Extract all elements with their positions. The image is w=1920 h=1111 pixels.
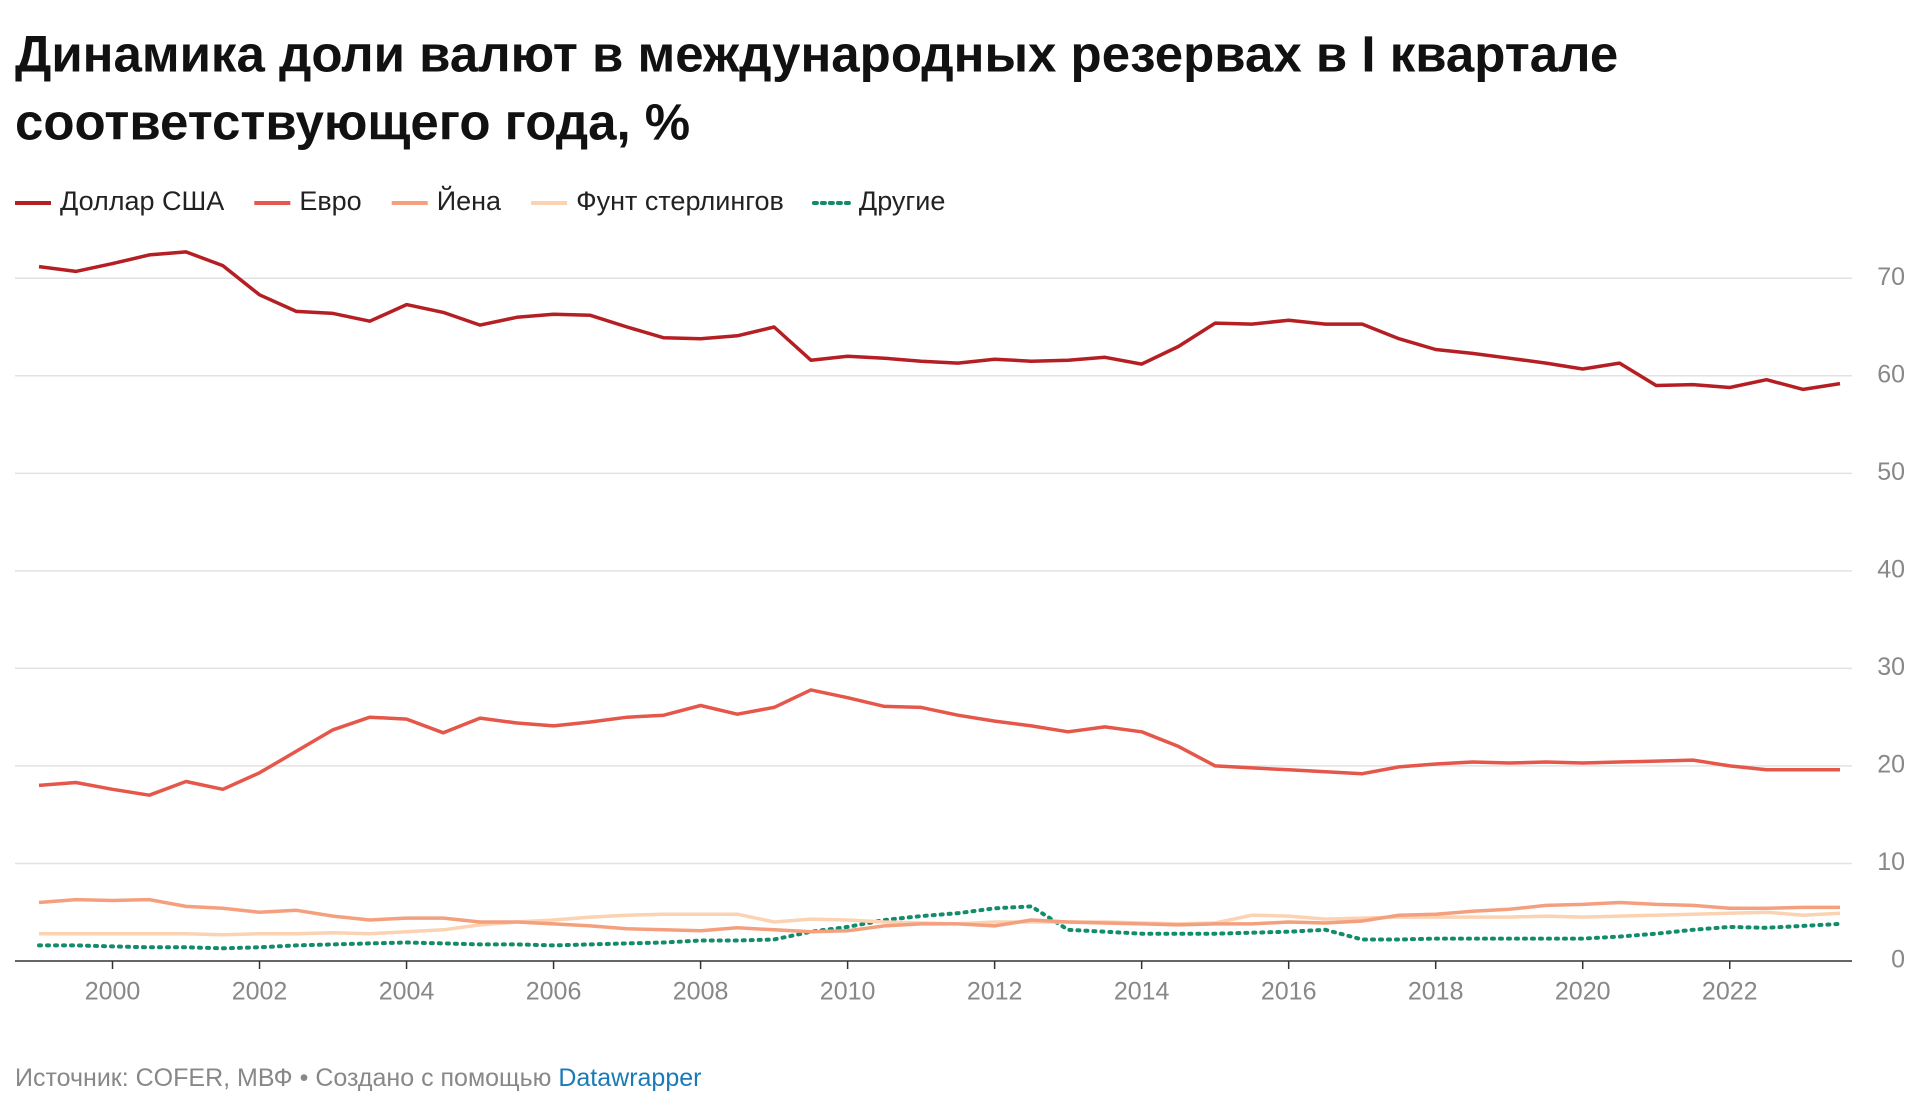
y-tick-label: 50	[1877, 458, 1905, 486]
x-tick-label: 2010	[820, 978, 876, 1006]
legend-label: Евро	[299, 186, 361, 216]
y-tick-label: 20	[1877, 751, 1905, 779]
y-tick-label: 30	[1877, 653, 1905, 681]
legend-label: Другие	[859, 186, 945, 216]
legend-label: Йена	[437, 185, 502, 216]
x-tick-label: 2002	[232, 978, 288, 1006]
x-tick-label: 2012	[967, 978, 1023, 1006]
x-tick-label: 2006	[526, 978, 582, 1006]
series-line	[38, 250, 1841, 392]
y-tick-label: 70	[1877, 263, 1905, 291]
chart-title: Динамика доли валют в международных резе…	[15, 25, 1618, 82]
x-tick-label: 2020	[1555, 978, 1611, 1006]
y-tick-label: 10	[1877, 848, 1905, 876]
series-line	[38, 688, 1840, 797]
source: Источник: COFER, МВФ • Создано с помощью	[15, 1064, 552, 1092]
credit[interactable]: Datawrapper	[558, 1064, 702, 1092]
x-tick-label: 2000	[85, 978, 141, 1006]
series-line	[37, 904, 1842, 951]
y-tick-label: 60	[1877, 360, 1905, 388]
legend-label: Доллар США	[60, 186, 224, 216]
footer: Источник: COFER, МВФ • Создано с помощью…	[15, 1064, 701, 1093]
chart-title: соответствующего года, %	[15, 93, 690, 150]
x-tick-label: 2022	[1702, 978, 1758, 1006]
x-tick-label: 2014	[1114, 978, 1170, 1006]
y-tick-label: 0	[1891, 946, 1905, 974]
x-tick-label: 2016	[1261, 978, 1317, 1006]
series-line	[38, 897, 1840, 934]
x-tick-label: 2008	[673, 978, 729, 1006]
x-tick-label: 2018	[1408, 978, 1464, 1006]
x-tick-label: 2004	[379, 978, 435, 1006]
y-tick-label: 40	[1877, 555, 1905, 583]
legend-label: Фунт стерлингов	[576, 186, 784, 216]
chart: Динамика доли валют в международных резе…	[15, 25, 1905, 1006]
